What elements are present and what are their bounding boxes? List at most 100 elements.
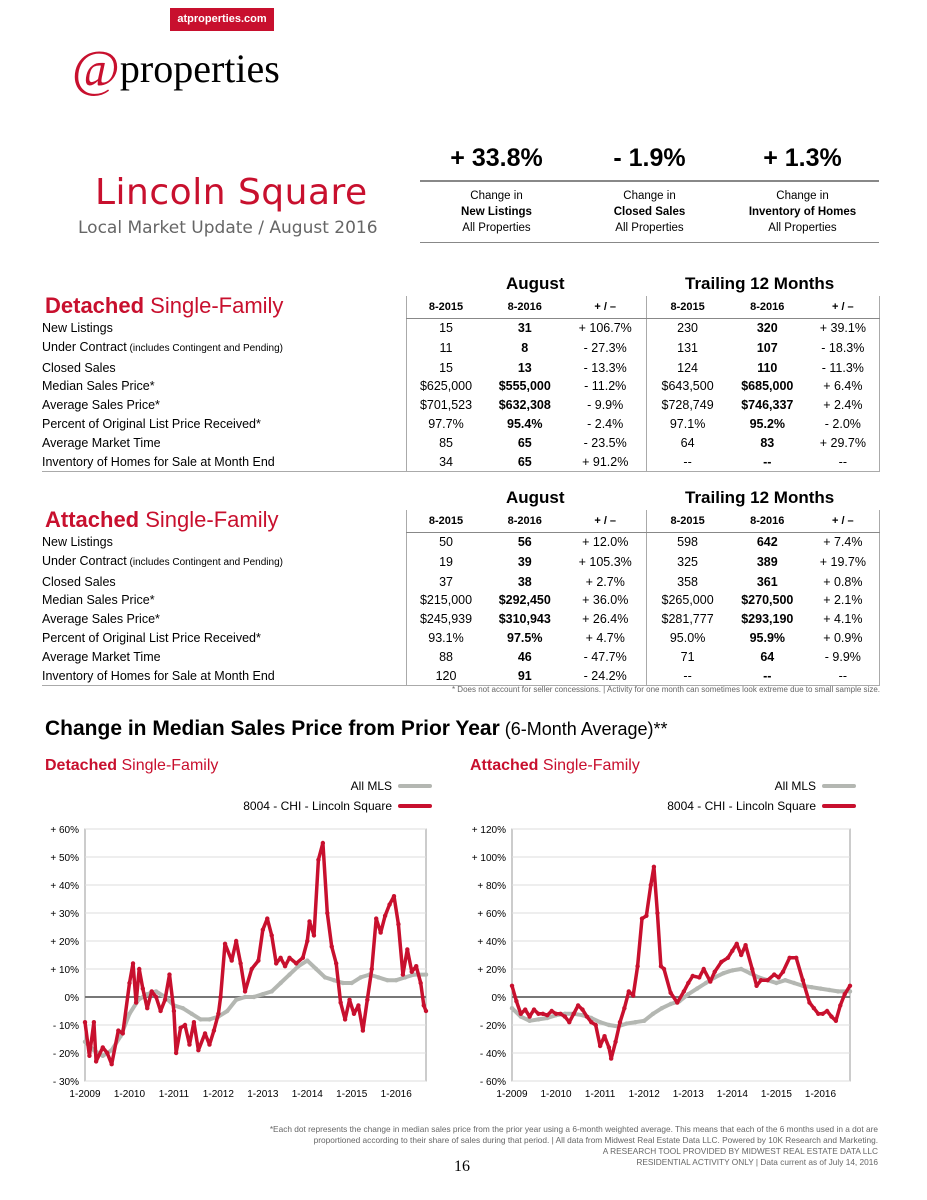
chart-heading: Change in Median Sales Price from Prior … xyxy=(45,717,668,741)
data-point-all-mls xyxy=(340,980,346,986)
table-cell: + 0.9% xyxy=(806,628,880,648)
table-cell: - 24.2% xyxy=(564,666,647,687)
table-cell: 97.1% xyxy=(646,414,728,434)
logo-wordmark: properties xyxy=(119,46,280,91)
table-cell: 598 xyxy=(646,532,728,552)
data-point-local xyxy=(211,1028,217,1033)
table-cell: 230 xyxy=(646,318,728,338)
x-tick-label: 1-2011 xyxy=(585,1089,616,1100)
legend-label: All MLS xyxy=(774,779,816,793)
column-header: + / – xyxy=(564,510,647,533)
data-point-local xyxy=(249,966,254,972)
table-cell: 361 xyxy=(756,574,778,589)
data-point-local xyxy=(838,1003,843,1008)
data-point-local xyxy=(196,1048,201,1053)
data-point-local xyxy=(606,1045,612,1050)
data-point-local xyxy=(794,955,799,960)
data-point-local xyxy=(256,958,261,963)
data-point-local xyxy=(584,1014,590,1019)
source-note-line: A RESEARCH TOOL PROVIDED BY MIDWEST REAL… xyxy=(602,1146,878,1156)
data-point-local xyxy=(116,1028,121,1033)
table-cell: 107 xyxy=(756,340,778,355)
data-point-all-mls xyxy=(730,968,735,973)
data-point-local xyxy=(829,1014,834,1019)
data-point-local xyxy=(423,1008,429,1014)
table-cell: - 11.2% xyxy=(584,379,627,394)
data-point-local xyxy=(374,916,379,921)
data-point-local xyxy=(414,964,419,969)
chart-heading-bold: Change in Median Sales Price from Prior … xyxy=(45,717,500,740)
kpi-description: Change in Inventory of Homes All Propertie… xyxy=(726,182,879,242)
legend-swatch xyxy=(822,804,856,808)
data-point-local xyxy=(127,980,132,986)
table-cell: 71 xyxy=(646,647,728,667)
data-point-local xyxy=(553,1011,559,1016)
data-point-local xyxy=(300,955,306,960)
chart-heading-rest: (6-Month Average)** xyxy=(499,719,668,739)
legend-item-all-mls: All MLS xyxy=(200,776,432,796)
table-footnote: * Does not account for seller concession… xyxy=(451,685,880,694)
kpi-scope: All Properties xyxy=(768,222,837,234)
data-point-local xyxy=(589,1020,594,1025)
data-point-local xyxy=(708,979,713,984)
data-point-local xyxy=(149,989,154,994)
section-title-bold: Detached xyxy=(45,293,145,318)
data-point-local xyxy=(158,1008,163,1014)
table-cell: + 4.1% xyxy=(806,610,880,629)
table-row: Median Sales Price* $625,000 $555,000 - 11.… xyxy=(42,377,880,397)
table-cell: 46 xyxy=(517,649,532,664)
y-tick-label: 0% xyxy=(492,993,507,1004)
data-point-all-mls xyxy=(509,1006,515,1011)
table-row: Inventory of Homes for Sale at Month End… xyxy=(42,452,880,473)
x-tick-label: 1-2009 xyxy=(496,1089,528,1100)
data-point-local xyxy=(369,966,374,972)
table-cell: - 27.3% xyxy=(583,340,627,355)
chart-title-bold: Attached xyxy=(470,757,539,774)
section-title-rest: Single-Family xyxy=(144,293,284,318)
data-point-local xyxy=(514,999,519,1004)
row-label: New Listings xyxy=(42,319,406,338)
x-tick-label: 1-2014 xyxy=(292,1089,324,1100)
table-cell: + 12.0% xyxy=(582,535,629,549)
data-point-local xyxy=(824,1008,830,1014)
data-point-local xyxy=(754,983,759,988)
data-point-local xyxy=(365,997,370,1002)
table-cell: 95.9% xyxy=(749,630,786,645)
data-point-local xyxy=(265,916,270,921)
y-tick-label: + 60% xyxy=(477,909,506,920)
data-point-local xyxy=(400,972,406,977)
data-point-local xyxy=(800,978,806,983)
legend-label: 8004 - CHI - Lincoln Square xyxy=(667,799,816,813)
row-label: Median Sales Price* xyxy=(42,591,406,610)
data-point-all-mls xyxy=(668,1001,673,1007)
data-point-local xyxy=(527,1014,532,1019)
kpi-line: Change in xyxy=(776,190,829,202)
data-point-local xyxy=(137,966,142,972)
row-label: New Listings xyxy=(42,533,406,552)
x-tick-label: 1-2012 xyxy=(203,1089,235,1100)
site-tag[interactable]: atproperties.com xyxy=(170,8,274,31)
table-cell: $685,000 xyxy=(741,379,794,394)
data-point-all-mls xyxy=(721,971,726,976)
table-row: Average Market Time 88 46 - 47.7% 71 64 - 9.9% xyxy=(42,647,880,667)
data-point-all-mls xyxy=(100,1053,105,1059)
kpi-description: Change in Closed Sales All Properties xyxy=(573,182,726,242)
table-cell: 65 xyxy=(485,452,565,473)
x-tick-label: 1-2016 xyxy=(381,1089,413,1100)
data-point-local xyxy=(658,964,664,969)
data-point-local xyxy=(686,980,691,986)
x-tick-label: 1-2011 xyxy=(159,1089,190,1100)
data-point-local xyxy=(105,1050,110,1056)
table-cell: 93.1% xyxy=(405,628,486,648)
table-cell: - 13.3% xyxy=(583,360,627,375)
row-label-text: Percent of Original List Price Received* xyxy=(42,416,261,431)
data-point-local xyxy=(167,972,172,977)
group-header-month: August xyxy=(506,274,565,293)
data-point-local xyxy=(418,980,423,986)
row-label-text: Closed Sales xyxy=(42,574,116,589)
data-point-local xyxy=(273,961,279,966)
y-tick-label: - 40% xyxy=(480,1049,506,1060)
table-cell: 95.2% xyxy=(749,416,786,431)
table-cell: $215,000 xyxy=(405,591,486,611)
